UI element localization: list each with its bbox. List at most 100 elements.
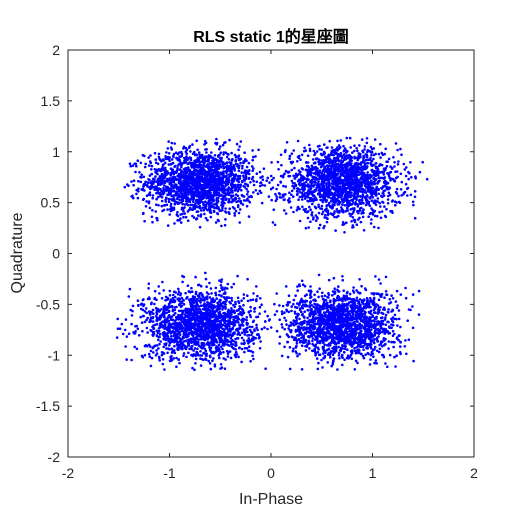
scatter-point: [206, 218, 209, 222]
scatter-point: [323, 208, 327, 212]
scatter-point: [220, 197, 223, 201]
scatter-point: [170, 194, 173, 198]
scatter-point: [409, 161, 412, 164]
scatter-point: [382, 177, 386, 180]
scatter-point: [355, 223, 359, 226]
scatter-point: [241, 203, 245, 206]
scatter-point: [249, 305, 252, 309]
scatter-point: [360, 175, 364, 179]
scatter-point: [155, 197, 158, 201]
scatter-point: [373, 214, 377, 218]
scatter-point: [168, 344, 171, 347]
scatter-point: [197, 338, 200, 341]
scatter-point: [224, 297, 227, 301]
scatter-point: [140, 321, 144, 325]
scatter-point: [151, 194, 155, 197]
scatter-point: [301, 195, 304, 199]
scatter-point: [329, 197, 333, 200]
scatter-point: [211, 188, 214, 191]
scatter-point: [245, 316, 249, 319]
scatter-point: [240, 336, 244, 340]
scatter-point: [155, 316, 159, 320]
scatter-point: [147, 282, 151, 286]
scatter-point: [307, 192, 311, 195]
scatter-point: [199, 160, 202, 164]
scatter-point: [292, 149, 296, 152]
scatter-point: [228, 300, 231, 304]
scatter-point: [165, 196, 168, 200]
scatter-point: [249, 349, 253, 353]
scatter-point: [158, 357, 161, 360]
scatter-points: [115, 136, 429, 372]
scatter-point: [147, 287, 150, 290]
scatter-point: [298, 219, 302, 223]
scatter-point: [308, 143, 311, 147]
scatter-point: [160, 353, 164, 357]
scatter-point: [340, 194, 344, 198]
scatter-point: [196, 166, 200, 169]
scatter-point: [290, 189, 294, 193]
scatter-point: [393, 180, 397, 183]
scatter-point: [380, 210, 384, 213]
scatter-point: [298, 188, 302, 191]
scatter-point: [192, 200, 195, 203]
scatter-point: [328, 139, 332, 143]
scatter-point: [334, 229, 337, 232]
scatter-point: [317, 226, 321, 230]
scatter-point: [227, 192, 230, 196]
scatter-point: [352, 171, 356, 174]
scatter-point: [301, 188, 304, 191]
scatter-point: [171, 171, 174, 174]
scatter-point: [128, 287, 132, 291]
scatter-point: [196, 159, 200, 163]
scatter-point: [375, 187, 379, 191]
scatter-point: [153, 289, 157, 293]
scatter-point: [230, 185, 234, 188]
scatter-point: [141, 308, 145, 312]
scatter-point: [322, 162, 326, 165]
scatter-point: [216, 197, 219, 200]
scatter-point: [249, 298, 252, 302]
scatter-point: [178, 151, 181, 154]
scatter-point: [266, 314, 270, 318]
scatter-point: [277, 168, 280, 171]
scatter-point: [170, 141, 174, 145]
scatter-point: [186, 284, 190, 288]
scatter-point: [200, 297, 203, 301]
scatter-point: [328, 204, 332, 208]
scatter-point: [244, 182, 247, 185]
scatter-point: [195, 172, 199, 176]
scatter-point: [196, 210, 200, 213]
scatter-point: [273, 223, 277, 227]
scatter-point: [234, 351, 238, 354]
scatter-point: [346, 156, 350, 160]
scatter-point: [254, 285, 258, 288]
scatter-point: [230, 188, 233, 192]
scatter-point: [333, 200, 337, 204]
scatter-point: [340, 209, 344, 212]
scatter-point: [171, 161, 175, 165]
scatter-point: [366, 194, 369, 198]
scatter-point: [150, 356, 154, 360]
scatter-point: [197, 214, 200, 217]
scatter-point: [268, 181, 271, 184]
scatter-point: [341, 203, 344, 206]
scatter-point: [336, 191, 340, 195]
scatter-point: [314, 181, 318, 184]
scatter-point: [181, 341, 184, 344]
scatter-point: [352, 225, 355, 229]
scatter-point: [305, 161, 308, 164]
scatter-point: [354, 171, 358, 175]
scatter-point: [373, 138, 377, 141]
scatter-point: [369, 189, 373, 193]
scatter-point: [325, 178, 329, 182]
scatter-point: [232, 343, 235, 346]
scatter-point: [246, 190, 250, 193]
scatter-point: [232, 324, 236, 328]
scatter-point: [164, 155, 167, 158]
scatter-point: [216, 170, 220, 174]
scatter-point: [208, 354, 212, 358]
scatter-point: [199, 301, 202, 304]
scatter-point: [156, 331, 160, 335]
scatter-point: [334, 156, 338, 160]
